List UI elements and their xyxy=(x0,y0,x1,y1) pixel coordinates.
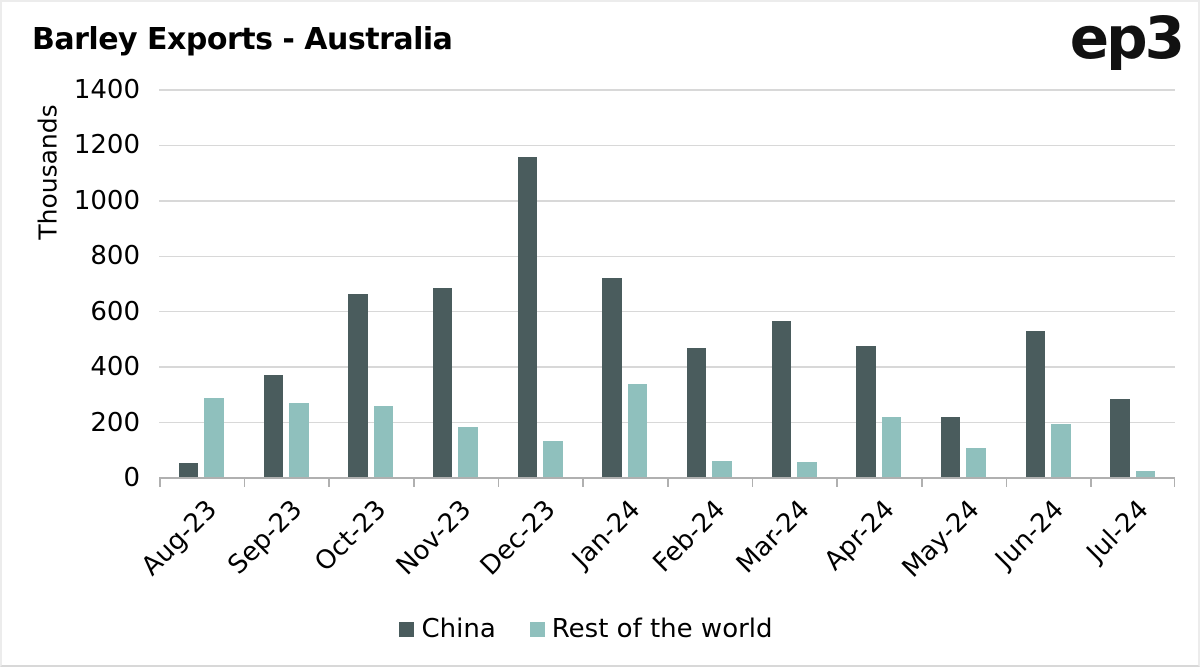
x-axis-tick-mark xyxy=(1005,478,1008,487)
bar-rest-of-the-world xyxy=(289,403,309,478)
bar-china xyxy=(771,321,791,478)
bar-china xyxy=(602,278,622,478)
gridline xyxy=(159,255,1175,258)
plot-area xyxy=(159,89,1175,487)
bar-rest-of-the-world xyxy=(458,426,478,478)
bar-china xyxy=(856,346,876,478)
x-axis-tick-mark xyxy=(921,478,923,487)
x-tick-label: Nov-23 xyxy=(390,494,478,582)
y-tick-label: 600 xyxy=(90,296,140,327)
x-axis-tick-mark xyxy=(751,478,754,487)
chart-title: Barley Exports - Australia xyxy=(32,22,453,57)
x-axis-line xyxy=(159,477,1175,479)
bar-china xyxy=(1110,399,1130,478)
ep3-logo: ep3 xyxy=(1069,4,1185,72)
x-axis-tick-mark xyxy=(1173,478,1175,487)
bar-rest-of-the-world xyxy=(204,397,224,478)
gridline xyxy=(159,421,1175,424)
x-tick-label: Aug-23 xyxy=(136,494,224,582)
x-tick-label: Mar-24 xyxy=(731,494,816,580)
bar-china xyxy=(1025,331,1045,478)
bar-china xyxy=(517,156,537,478)
y-tick-label: 1000 xyxy=(73,185,140,216)
legend-label: China xyxy=(421,614,496,644)
bar-rest-of-the-world xyxy=(797,461,817,478)
x-axis-tick-mark xyxy=(159,478,161,487)
legend-item: Rest of the world xyxy=(529,614,773,644)
x-axis-tick-mark xyxy=(243,478,246,487)
y-tick-label: 0 xyxy=(123,463,140,493)
bar-china xyxy=(432,288,453,478)
x-tick-label: Jan-24 xyxy=(566,494,647,575)
x-tick-label: Jun-24 xyxy=(989,494,1070,575)
legend-swatch-rest-of-the-world xyxy=(529,621,545,637)
gridline xyxy=(159,366,1175,368)
bar-china xyxy=(686,347,707,478)
bar-rest-of-the-world xyxy=(712,461,732,478)
x-axis-tick-mark xyxy=(328,478,330,487)
bar-china xyxy=(263,375,283,478)
x-tick-label: Dec-23 xyxy=(474,494,562,582)
bar-rest-of-the-world xyxy=(627,383,648,478)
x-tick-label: Feb-24 xyxy=(647,494,732,579)
y-tick-label: 200 xyxy=(90,407,140,438)
bar-rest-of-the-world xyxy=(966,447,986,478)
gridline xyxy=(159,310,1175,313)
bar-rest-of-the-world xyxy=(543,440,563,478)
legend: China Rest of the world xyxy=(2,614,1184,644)
x-axis-tick-mark xyxy=(582,478,584,487)
legend-item: China xyxy=(399,614,496,644)
x-axis-tick-mark xyxy=(1090,478,1092,487)
x-axis-tick-mark xyxy=(413,478,415,487)
x-tick-label: Jul-24 xyxy=(1081,494,1155,569)
x-axis-tick-mark xyxy=(667,478,669,487)
x-tick-label: Oct-23 xyxy=(309,494,393,578)
gridline xyxy=(159,89,1175,91)
bar-rest-of-the-world xyxy=(881,417,902,478)
x-axis-tick-mark xyxy=(497,478,500,487)
x-axis-tick-mark xyxy=(836,478,838,487)
y-tick-label: 1400 xyxy=(73,75,140,105)
bar-rest-of-the-world xyxy=(1135,471,1156,478)
gridline xyxy=(159,144,1175,147)
legend-swatch-china xyxy=(399,621,415,637)
bar-china xyxy=(178,462,199,478)
bar-china xyxy=(348,293,368,478)
x-tick-label: Apr-24 xyxy=(818,494,901,577)
gridline xyxy=(159,200,1175,202)
bar-china xyxy=(940,417,961,478)
y-tick-label: 800 xyxy=(90,241,140,272)
legend-label: Rest of the world xyxy=(551,614,773,644)
bar-rest-of-the-world xyxy=(373,405,394,478)
y-tick-label: 1200 xyxy=(73,130,140,161)
x-tick-label: May-24 xyxy=(896,494,986,584)
y-axis-title: Thousands xyxy=(33,104,63,240)
x-tick-label: Sep-23 xyxy=(221,494,308,581)
bar-rest-of-the-world xyxy=(1051,423,1071,478)
y-tick-label: 400 xyxy=(90,352,140,383)
